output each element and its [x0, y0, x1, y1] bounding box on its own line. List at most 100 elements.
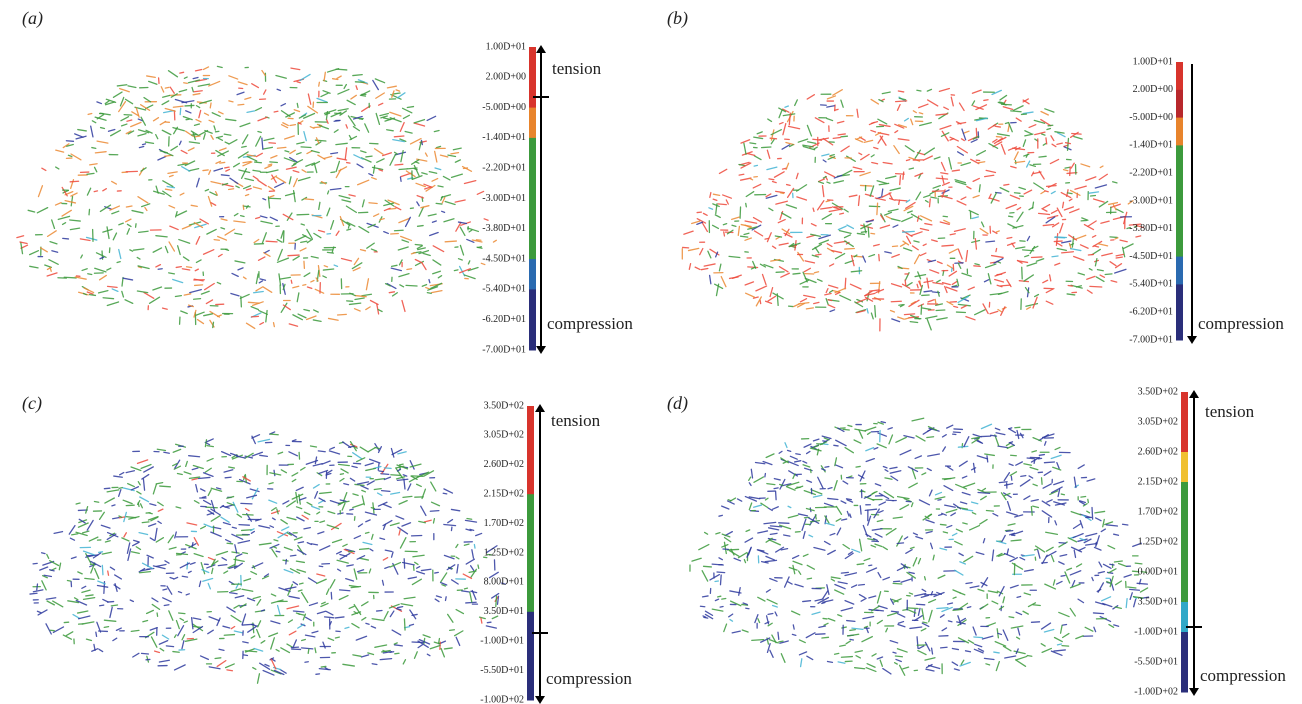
vector-stroke: [302, 515, 308, 519]
vector-stroke: [834, 241, 846, 243]
vector-stroke: [766, 194, 771, 197]
vector-stroke: [1020, 558, 1025, 560]
vector-stroke: [885, 470, 888, 472]
vector-stroke: [983, 539, 984, 543]
vector-stroke: [328, 69, 339, 72]
vector-stroke: [1024, 275, 1033, 281]
vector-stroke: [201, 291, 209, 294]
vector-stroke: [144, 467, 154, 472]
vector-stroke: [170, 578, 174, 579]
vector-stroke: [768, 296, 776, 301]
vector-stroke: [120, 89, 130, 92]
vector-stroke: [363, 542, 372, 544]
vector-stroke: [995, 280, 1004, 283]
vector-stroke: [37, 584, 38, 590]
vector-stroke: [944, 107, 948, 109]
vector-stroke: [1100, 166, 1103, 168]
vector-stroke: [954, 229, 965, 232]
panel: (b)1.00D+012.00D+00-5.00D+00-1.40D+01-2.…: [667, 8, 1284, 345]
vector-stroke: [1032, 451, 1036, 452]
colorbar-tick-label: -1.40D+01: [482, 132, 526, 143]
vector-stroke: [430, 511, 439, 512]
vector-stroke: [217, 488, 221, 489]
vector-stroke: [217, 282, 220, 283]
vector-stroke: [986, 664, 990, 665]
vector-stroke: [768, 508, 772, 510]
vector-stroke: [375, 479, 384, 480]
vector-stroke: [496, 596, 497, 606]
vector-stroke: [863, 617, 874, 619]
vector-stroke: [786, 163, 789, 169]
vector-stroke: [915, 150, 920, 158]
vector-stroke: [165, 246, 167, 252]
vector-stroke: [1094, 199, 1105, 202]
vector-stroke: [112, 211, 119, 214]
vector-stroke: [335, 617, 344, 618]
vector-stroke: [214, 126, 215, 130]
colorbar-segment: [527, 406, 534, 436]
vector-stroke: [879, 183, 888, 184]
vector-stroke: [902, 217, 913, 222]
vector-stroke: [1116, 581, 1122, 585]
vector-stroke: [313, 464, 322, 466]
vector-stroke: [702, 571, 708, 581]
vector-stroke: [100, 512, 105, 519]
vector-stroke: [804, 444, 811, 447]
vector-stroke: [1070, 571, 1080, 575]
vector-stroke: [302, 639, 306, 640]
vector-stroke: [929, 665, 940, 668]
vector-stroke: [803, 531, 805, 538]
colorbar-segment: [1176, 173, 1183, 201]
vector-stroke: [893, 225, 898, 227]
vector-stroke: [251, 529, 254, 531]
vector-stroke: [302, 170, 306, 172]
vector-stroke: [793, 561, 802, 564]
vector-stroke: [754, 156, 761, 160]
vector-stroke: [874, 147, 878, 148]
vector-stroke: [326, 611, 333, 615]
vector-stroke: [365, 124, 369, 132]
vector-stroke: [1023, 112, 1033, 114]
vector-stroke: [314, 485, 320, 489]
vector-stroke: [867, 664, 875, 668]
vector-stroke: [444, 489, 453, 493]
vector-stroke: [435, 599, 439, 602]
vector-stroke: [103, 189, 107, 191]
vector-stroke: [354, 258, 358, 264]
vector-stroke: [258, 132, 261, 133]
vector-stroke: [104, 620, 115, 621]
vector-stroke: [355, 298, 364, 299]
vector-stroke: [224, 470, 233, 472]
vector-stroke: [807, 656, 813, 659]
vector-stroke: [877, 620, 882, 623]
vector-stroke: [441, 573, 447, 582]
vector-stroke: [856, 466, 860, 467]
vector-stroke: [333, 79, 338, 80]
vector-stroke: [929, 610, 932, 621]
vector-stroke: [925, 658, 935, 660]
vector-stroke: [1007, 445, 1014, 448]
vector-stroke: [833, 90, 842, 96]
vector-stroke: [309, 603, 317, 606]
vector-stroke: [1035, 295, 1039, 297]
vector-stroke: [253, 668, 256, 670]
vector-stroke: [1001, 144, 1005, 154]
vector-stroke: [828, 661, 833, 662]
vector-stroke: [369, 174, 373, 176]
vector-stroke: [848, 425, 852, 426]
vector-stroke: [888, 428, 892, 429]
vector-stroke: [195, 269, 198, 271]
vector-stroke: [940, 524, 946, 525]
vector-stroke: [715, 215, 720, 218]
vector-stroke: [1000, 95, 1007, 99]
vector-stroke: [142, 522, 149, 523]
vector-stroke: [1075, 186, 1086, 189]
vector-stroke: [53, 601, 63, 607]
vector-stroke: [354, 155, 363, 159]
vector-stroke: [860, 506, 861, 514]
vector-stroke: [201, 526, 206, 528]
vector-stroke: [297, 293, 299, 302]
vector-stroke: [156, 135, 158, 139]
vector-stroke: [952, 533, 956, 535]
vector-stroke: [1033, 484, 1037, 486]
